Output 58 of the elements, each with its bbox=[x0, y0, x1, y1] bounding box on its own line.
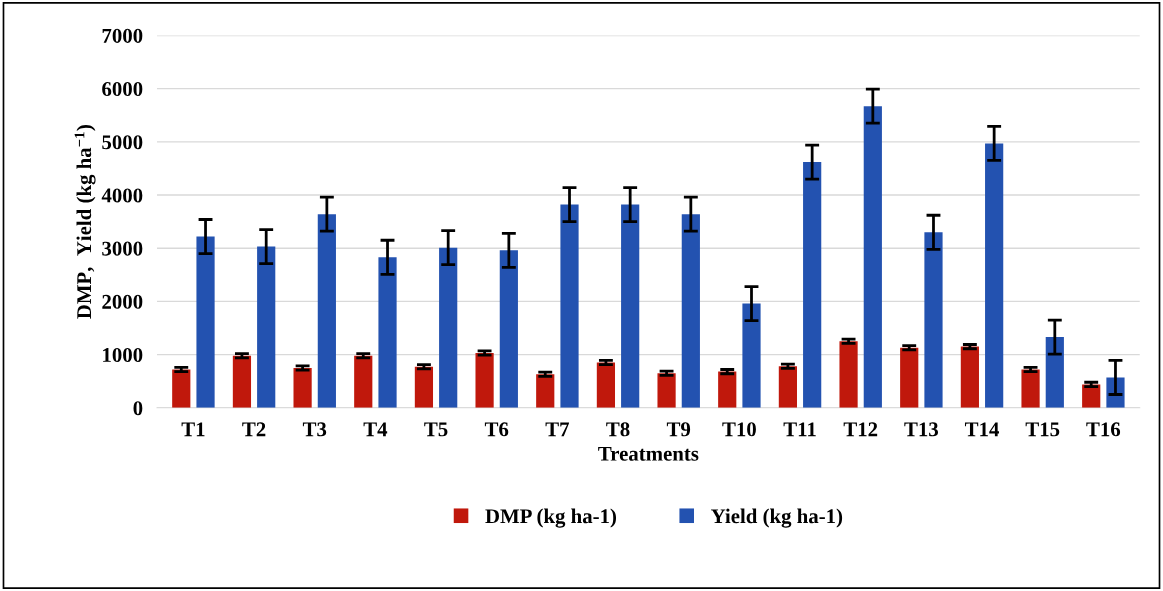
y-tick-label: 3000 bbox=[102, 241, 143, 256]
x-tick-label: T6 bbox=[484, 422, 509, 437]
x-tick-label: T14 bbox=[964, 422, 999, 437]
bar bbox=[439, 247, 458, 408]
bar bbox=[499, 250, 518, 408]
y-tick-label: 5000 bbox=[102, 135, 143, 150]
x-tick-label: T10 bbox=[722, 422, 756, 437]
x-tick-label: T8 bbox=[606, 422, 630, 437]
y-tick-label: 6000 bbox=[102, 82, 143, 97]
bar bbox=[257, 246, 276, 408]
bar bbox=[196, 236, 215, 408]
x-tick-label: T15 bbox=[1025, 422, 1060, 437]
x-tick-label: T3 bbox=[302, 422, 327, 437]
y-tick-label: 7000 bbox=[102, 28, 143, 43]
y-tick-label: 1000 bbox=[103, 347, 143, 363]
bar bbox=[681, 214, 700, 408]
bar bbox=[560, 204, 579, 408]
y-tick-label: 2000 bbox=[102, 294, 143, 309]
x-tick-label: T11 bbox=[783, 422, 816, 437]
bar bbox=[718, 371, 737, 408]
bar bbox=[1045, 337, 1064, 408]
bar bbox=[232, 355, 252, 408]
x-tick-label: T13 bbox=[904, 422, 939, 437]
bar bbox=[354, 355, 373, 408]
bar bbox=[803, 162, 822, 408]
bar bbox=[378, 257, 397, 408]
x-tick-label: T16 bbox=[1086, 422, 1121, 437]
legend-label: DMP (kg ha-1) bbox=[485, 508, 617, 528]
bar bbox=[172, 369, 191, 408]
bar bbox=[960, 346, 979, 408]
bar bbox=[863, 106, 882, 408]
legend-label: Yield (kg ha-1) bbox=[711, 508, 843, 528]
bar bbox=[657, 373, 676, 408]
x-tick-label: T12 bbox=[843, 422, 878, 437]
x-tick-label: T1 bbox=[181, 422, 205, 437]
y-tick-label: 4000 bbox=[101, 188, 143, 203]
x-tick-label: T9 bbox=[666, 422, 691, 437]
bar bbox=[293, 367, 312, 408]
bar bbox=[536, 374, 555, 408]
x-tick-label: T4 bbox=[363, 422, 388, 437]
bar bbox=[924, 232, 943, 408]
bar bbox=[414, 366, 434, 408]
bar bbox=[475, 353, 494, 408]
bar bbox=[596, 362, 616, 408]
x-tick-label: T5 bbox=[424, 422, 448, 437]
bar bbox=[778, 366, 797, 408]
bar bbox=[742, 303, 761, 408]
x-tick-label: T7 bbox=[545, 422, 570, 437]
bar bbox=[317, 214, 336, 408]
bar bbox=[839, 341, 858, 408]
bar bbox=[1021, 369, 1040, 408]
y-axis-title: DMP, Yield (kg ha$^{−1}$) bbox=[74, 125, 96, 319]
y-tick-label: 0 bbox=[133, 401, 143, 416]
x-tick-label: T2 bbox=[242, 422, 266, 437]
bar bbox=[900, 347, 919, 408]
x-axis-title: Treatments bbox=[598, 446, 699, 461]
bar bbox=[621, 204, 640, 408]
bar bbox=[985, 143, 1004, 408]
